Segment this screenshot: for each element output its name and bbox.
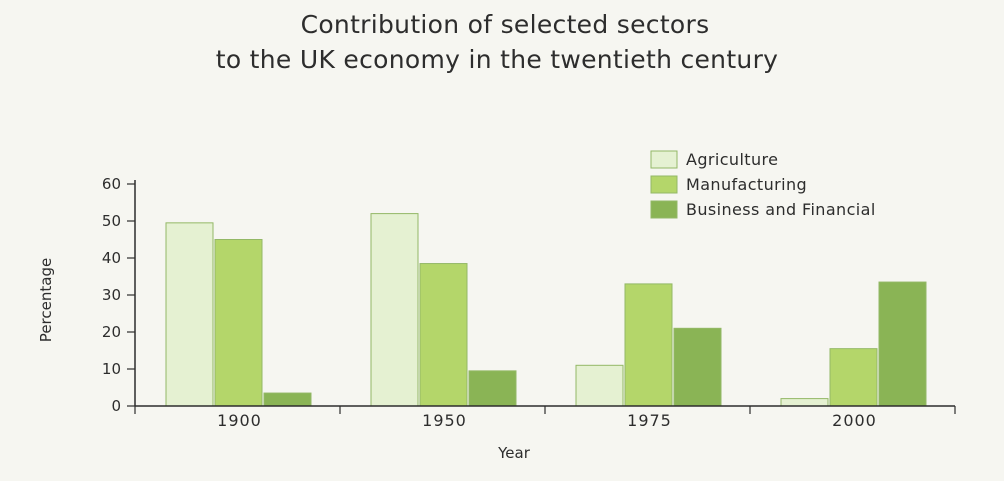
chart-title-line-2: to the UK economy in the twentieth centu… — [216, 45, 779, 74]
bar-manufacturing-2000 — [829, 348, 878, 407]
bar-agriculture-1950 — [370, 213, 419, 407]
y-ticks: 0 10 20 30 40 50 60 — [102, 175, 135, 415]
y-axis-title: Percentage — [37, 258, 55, 342]
legend-swatch — [650, 200, 678, 219]
x-tick-label: 2000 — [832, 411, 877, 430]
bars-layer — [165, 213, 927, 407]
bar-manufacturing-1900 — [214, 239, 263, 407]
y-tick-label: 50 — [102, 212, 121, 230]
bar-agriculture-1900 — [165, 222, 214, 407]
y-tick-label: 0 — [111, 397, 121, 415]
y-tick-label: 40 — [102, 249, 121, 267]
legend-label: Business and Financial — [686, 200, 876, 219]
bar-agriculture-1975 — [575, 364, 624, 407]
legend-swatch — [650, 175, 678, 194]
bar-business-and-financial-1950 — [468, 370, 517, 407]
bar-manufacturing-1975 — [624, 283, 673, 407]
y-tick-label: 20 — [102, 323, 121, 341]
legend-label: Manufacturing — [686, 175, 807, 194]
y-tick-label: 60 — [102, 175, 121, 193]
x-tick-label: 1950 — [422, 411, 467, 430]
chart-title-line-1: Contribution of selected sectors — [301, 10, 710, 39]
y-tick-label: 10 — [102, 360, 121, 378]
bar-manufacturing-1950 — [419, 263, 468, 407]
x-ticks: 1900 1950 1975 2000 — [134, 406, 956, 430]
x-tick-label: 1900 — [217, 411, 262, 430]
y-tick-label: 30 — [102, 286, 121, 304]
x-axis-title: Year — [497, 444, 531, 462]
legend-label: Agriculture — [686, 150, 778, 169]
legend: Agriculture Manufacturing Business and Fin… — [650, 150, 876, 219]
bar-business-and-financial-1975 — [673, 327, 722, 407]
bar-agriculture-2000 — [780, 398, 829, 407]
legend-swatch — [650, 150, 678, 169]
bar-business-and-financial-2000 — [878, 281, 927, 407]
bar-business-and-financial-1900 — [263, 392, 312, 407]
x-tick-label: 1975 — [627, 411, 672, 430]
